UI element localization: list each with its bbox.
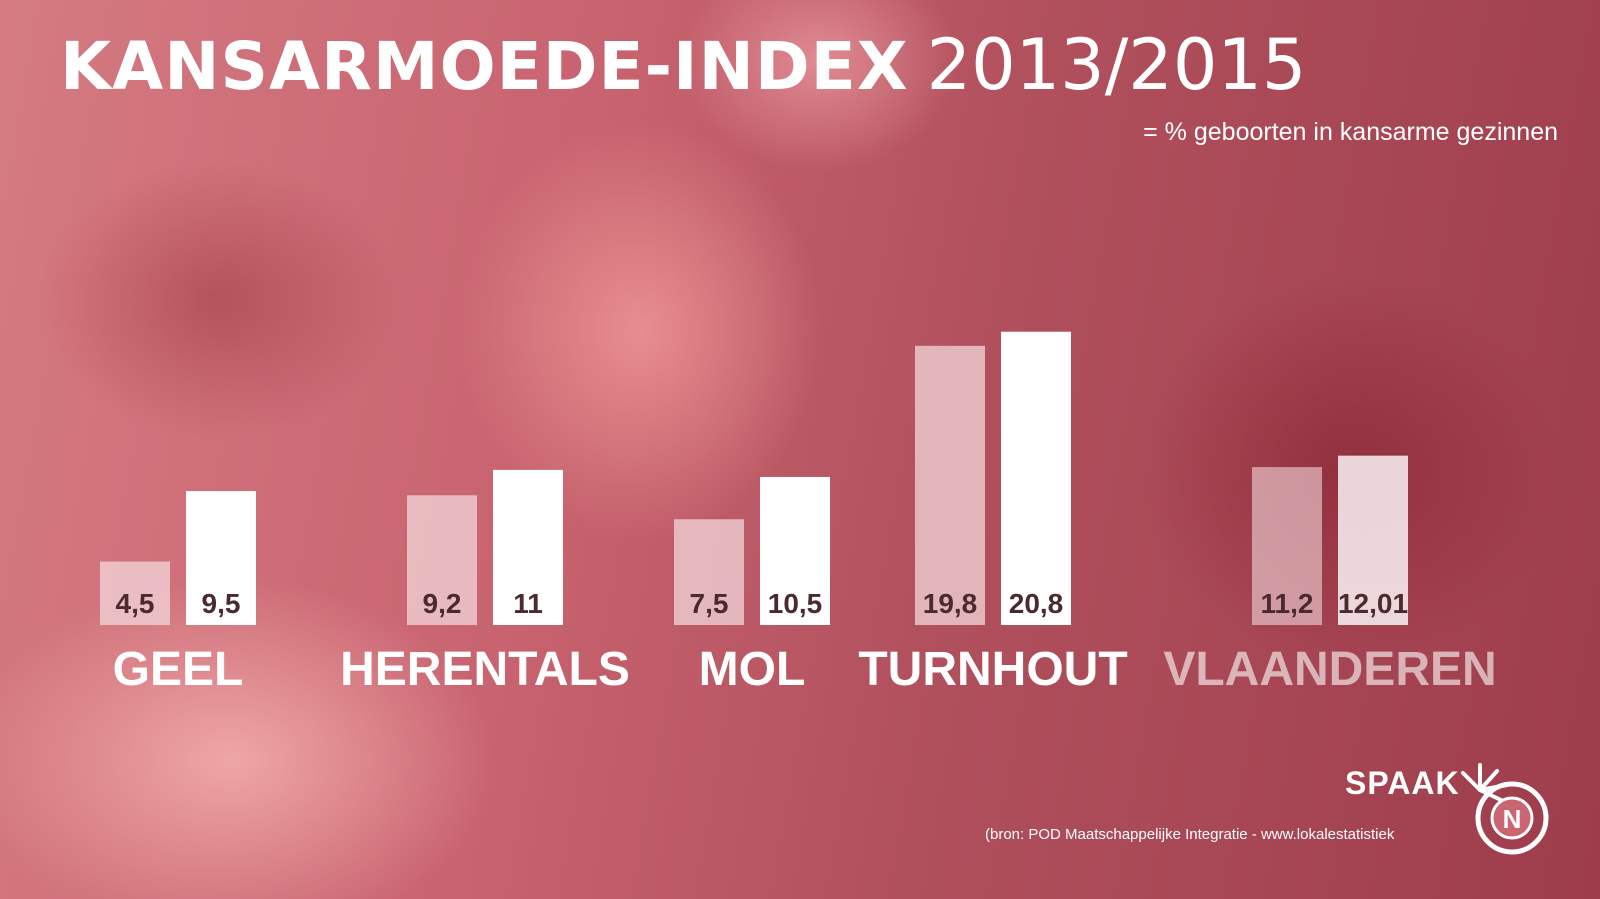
value-label-geel-1: 4,5 bbox=[116, 588, 155, 619]
bar-herentals-2 bbox=[493, 469, 563, 625]
value-label-vlaanderen-1: 11,2 bbox=[1261, 588, 1314, 619]
svg-text:N: N bbox=[1503, 804, 1522, 834]
bar-geel-1 bbox=[100, 561, 170, 625]
category-label-herentals: HERENTALS bbox=[340, 643, 630, 696]
value-label-herentals-1: 9,2 bbox=[423, 588, 462, 619]
value-label-mol-2: 10,5 bbox=[768, 588, 823, 619]
title-years: 2013/2015 bbox=[926, 24, 1307, 106]
chart-subtitle: = % geboorten in kansarme gezinnen bbox=[1143, 118, 1558, 146]
value-label-turnhout-2: 20,8 bbox=[1009, 588, 1064, 619]
bar-herentals-1 bbox=[407, 495, 477, 625]
category-label-vlaanderen: VLAANDEREN bbox=[1163, 643, 1496, 696]
bar-geel-2 bbox=[186, 491, 256, 625]
bar-turnhout-2 bbox=[1001, 331, 1071, 625]
value-label-geel-2: 9,5 bbox=[202, 588, 241, 619]
bar-mol-2 bbox=[760, 476, 830, 625]
bar-vlaanderen-2 bbox=[1338, 455, 1408, 625]
category-label-mol: MOL bbox=[699, 643, 806, 696]
value-label-vlaanderen-2: 12,01 bbox=[1338, 588, 1408, 619]
value-label-herentals-2: 11 bbox=[513, 588, 543, 619]
bar-vlaanderen-1 bbox=[1252, 467, 1322, 625]
value-label-mol-1: 7,5 bbox=[690, 588, 729, 619]
title-main: KANSARMOEDE-INDEX bbox=[60, 28, 909, 105]
chart-title: KANSARMOEDE-INDEX 2013/2015 bbox=[60, 30, 1306, 100]
brand-badge-icon: N bbox=[1475, 781, 1549, 855]
bar-turnhout-1 bbox=[915, 345, 985, 625]
spaak-logo: SPAAK bbox=[1345, 765, 1460, 801]
bar-mol-1 bbox=[674, 519, 744, 625]
category-label-geel: GEEL bbox=[113, 643, 244, 696]
value-label-turnhout-1: 19,8 bbox=[923, 588, 978, 619]
source-note: (bron: POD Maatschappelijke Integratie -… bbox=[985, 826, 1395, 843]
category-label-turnhout: TURNHOUT bbox=[858, 643, 1127, 696]
